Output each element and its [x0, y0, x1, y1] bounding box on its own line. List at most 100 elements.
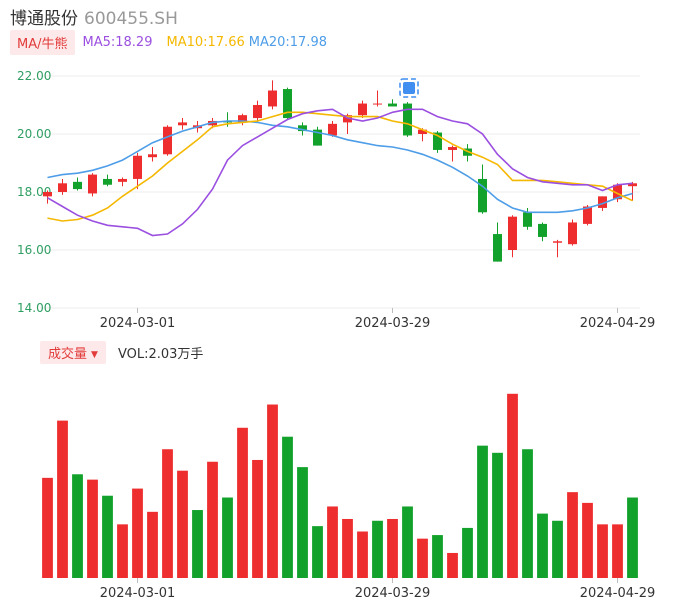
volume-bar [327, 506, 338, 578]
stock-title: 博通股份 600455.SH [10, 4, 178, 29]
candle-body [178, 122, 187, 126]
volume-bar [57, 420, 68, 578]
candle-body [148, 154, 157, 158]
volume-bar [297, 467, 308, 578]
volume-bar [117, 524, 128, 578]
candle-body [58, 183, 67, 192]
volume-bar [522, 449, 533, 578]
candle-body [298, 125, 307, 132]
price-date-axis: 2024-03-01 2024-03-29 2024-04-29 [100, 308, 656, 331]
volume-bar [402, 506, 413, 578]
volume-indicator-label: 成交量 [48, 346, 88, 362]
volume-bar [582, 502, 593, 578]
volume-bar [387, 518, 398, 578]
volume-bar [237, 427, 248, 578]
candle-body [388, 103, 397, 107]
volume-bar [132, 488, 143, 578]
candle-body [373, 103, 382, 105]
stock-code: 600455.SH [84, 9, 178, 29]
ma5-line [47, 108, 633, 237]
volume-bar [192, 510, 203, 578]
ma-indicator-tag[interactable]: MA/牛熊 [10, 29, 75, 55]
candle-body [478, 178, 487, 213]
volume-value: VOL:2.03万手 [117, 346, 204, 362]
candle-body [43, 192, 52, 197]
candle-body [328, 123, 337, 136]
volume-bars [42, 393, 638, 578]
volume-bar [42, 477, 53, 578]
ma20-line [47, 120, 633, 214]
ma10-value: MA10:17.66 [166, 34, 245, 50]
volume-bar [372, 520, 383, 578]
volume-bar [627, 497, 638, 578]
price-tick-label: 22.00 [17, 69, 51, 83]
candle-body [253, 105, 262, 119]
candle-body [628, 183, 637, 187]
candle-body [568, 222, 577, 245]
price-tick-label: 20.00 [17, 127, 51, 141]
candle-body [313, 129, 322, 146]
volume-bar [87, 479, 98, 578]
date-tick-label: 2024-03-29 [355, 316, 431, 331]
candle-body [418, 129, 427, 134]
ma20-value: MA20:17.98 [248, 34, 327, 50]
volume-indicator-dropdown[interactable]: 成交量 ▼ [40, 340, 106, 364]
volume-bar [207, 461, 218, 578]
volume-bar [417, 538, 428, 578]
candle-body [523, 212, 532, 227]
ma5-value: MA5:18.29 [82, 34, 153, 50]
volume-bar [267, 404, 278, 578]
volume-bar [447, 552, 458, 578]
candle-body [448, 147, 457, 150]
volume-bar [462, 527, 473, 578]
volume-date-tick-label: 2024-04-29 [580, 586, 656, 601]
ma-lines [47, 108, 633, 237]
candle-body [73, 181, 82, 190]
candle-body [583, 206, 592, 224]
candle-body [238, 115, 247, 123]
volume-bar [552, 520, 563, 578]
candle-body [118, 178, 127, 182]
volume-bar [177, 470, 188, 578]
candle-body [163, 126, 172, 155]
volume-bar [357, 531, 368, 578]
volume-bar [432, 535, 443, 578]
volume-bar [507, 393, 518, 578]
ma-legend: MA/牛熊 MA5:18.29 MA10:17.66 MA20:17.98 [10, 29, 327, 55]
candle-body [133, 155, 142, 179]
date-tick-label: 2024-03-01 [100, 316, 176, 331]
volume-bar [477, 445, 488, 578]
candle-body [283, 89, 292, 119]
volume-bar [492, 452, 503, 578]
candlesticks [43, 80, 637, 262]
volume-bar [567, 492, 578, 578]
volume-bar [282, 436, 293, 578]
volume-bar [147, 511, 158, 578]
candle-body [493, 234, 502, 262]
candle-body [358, 103, 367, 116]
candle-body [508, 216, 517, 250]
price-axis: 22.00 20.00 18.00 16.00 14.00 [17, 69, 51, 315]
volume-date-tick-label: 2024-03-01 [100, 586, 176, 601]
price-tick-label: 14.00 [17, 301, 51, 315]
candle-body [613, 184, 622, 200]
volume-bar [222, 497, 233, 578]
volume-bar [612, 524, 623, 578]
volume-bar [597, 524, 608, 578]
candle-body [403, 103, 412, 136]
caret-down-icon: ▼ [91, 349, 98, 360]
date-tick-label: 2024-04-29 [580, 316, 656, 331]
volume-bar [252, 459, 263, 578]
volume-date-axis: 2024-03-01 2024-03-29 2024-04-29 [100, 578, 656, 601]
volume-legend: 成交量 ▼ VOL:2.03万手 [40, 340, 204, 364]
volume-bar [537, 513, 548, 578]
price-grid [40, 75, 640, 309]
candle-body [433, 132, 442, 150]
candle-body [553, 241, 562, 243]
event-marker[interactable] [399, 78, 419, 98]
candle-body [88, 174, 97, 194]
volume-bar [312, 526, 323, 578]
info-icon [403, 82, 415, 94]
candle-body [598, 196, 607, 208]
